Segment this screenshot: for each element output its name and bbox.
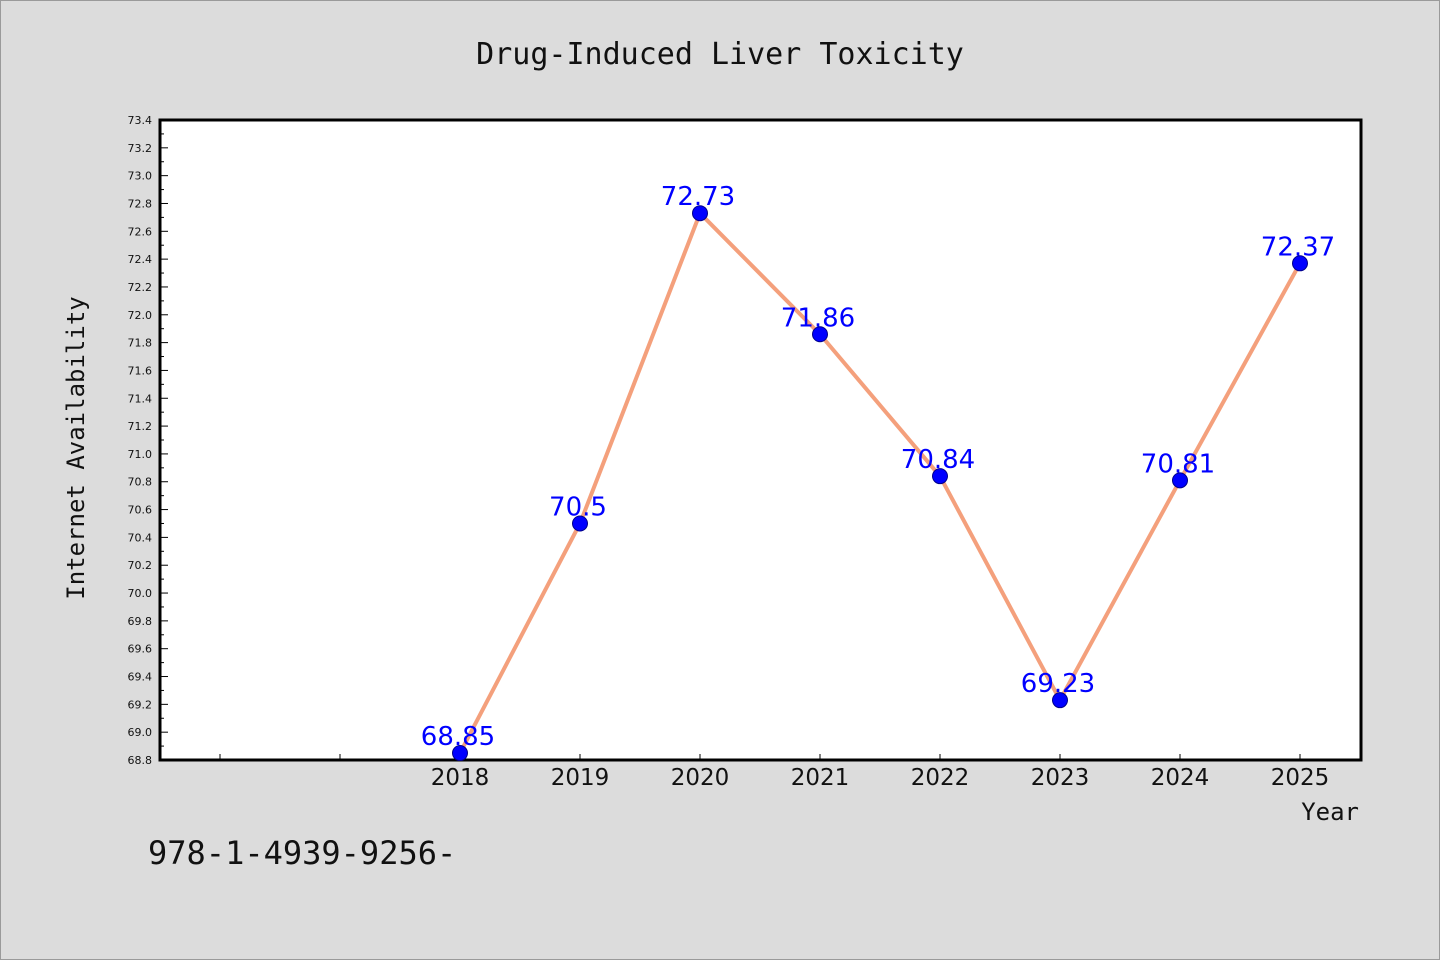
x-tick-label: 2019 — [551, 765, 610, 791]
y-tick-label: 69.4 — [128, 671, 153, 684]
data-point — [572, 515, 588, 532]
data-label: 69.23 — [1021, 669, 1095, 699]
y-axis: 68.8 69.0 69.2 69.4 69.6 69.8 70.0 70.2 70.4 70.6… — [128, 114, 168, 767]
data-label: 71.86 — [781, 303, 855, 333]
data-point — [1052, 692, 1068, 709]
data-label: 70.5 — [549, 492, 607, 522]
x-tick-label: 2022 — [911, 765, 970, 791]
footer-identifier: 978-1-4939-9256- — [148, 834, 456, 872]
x-tick-label: 2021 — [791, 765, 850, 791]
y-tick-label: 70.4 — [128, 531, 153, 544]
y-tick-label: 71.8 — [128, 337, 153, 350]
data-label: 70.84 — [901, 445, 975, 475]
data-labels: 68.85 70.5 72.73 71.86 70.84 69.23 70.81 72.37 — [421, 182, 1335, 752]
y-tick-label: 72.2 — [128, 281, 153, 294]
data-label: 68.85 — [421, 722, 495, 752]
x-tick-label: 2018 — [431, 765, 490, 791]
y-tick-label: 73.0 — [128, 170, 153, 183]
x-tick-label: 2025 — [1271, 765, 1330, 791]
x-tick-label: 2024 — [1151, 765, 1210, 791]
data-point — [452, 745, 468, 762]
x-axis: 2018 2019 2020 2021 2022 2023 2024 2025 — [219, 754, 1330, 791]
data-point — [692, 205, 708, 222]
data-label: 72.73 — [661, 182, 735, 212]
y-tick-label: 68.8 — [128, 754, 153, 767]
series-line — [458, 211, 1302, 754]
y-tick-label: 73.2 — [128, 142, 153, 155]
y-tick-label: 69.2 — [128, 698, 153, 711]
y-tick-label: 71.0 — [128, 448, 153, 461]
data-point — [1292, 255, 1308, 272]
y-tick-label: 71.6 — [128, 364, 153, 377]
x-tick-label: 2023 — [1031, 765, 1090, 791]
data-label: 72.37 — [1261, 232, 1335, 262]
series-line-group — [452, 205, 1308, 762]
y-tick-label: 71.4 — [128, 392, 153, 405]
chart-title: Drug-Induced Liver Toxicity — [476, 37, 964, 72]
x-tick-label: 2020 — [671, 765, 730, 791]
y-tick-label: 70.0 — [128, 587, 153, 600]
y-tick-label: 73.4 — [128, 114, 153, 127]
data-point — [1172, 472, 1188, 489]
x-axis-title: Year — [1301, 798, 1359, 826]
y-tick-label: 70.6 — [128, 504, 153, 517]
y-tick-label: 70.8 — [128, 476, 153, 489]
y-tick-label: 72.8 — [128, 197, 153, 210]
y-tick-label: 69.0 — [128, 726, 153, 739]
y-tick-label: 69.8 — [128, 615, 153, 628]
y-tick-label: 72.4 — [128, 253, 153, 266]
y-tick-label: 72.0 — [128, 309, 153, 322]
y-tick-label: 71.2 — [128, 420, 153, 433]
y-tick-label: 70.2 — [128, 559, 153, 572]
data-point — [932, 468, 948, 485]
data-point — [812, 326, 828, 343]
y-tick-label: 72.6 — [128, 225, 153, 238]
plot-area — [158, 118, 1363, 762]
y-tick-label: 69.6 — [128, 643, 153, 656]
y-axis-title: Internet Availability — [62, 296, 90, 599]
data-label: 70.81 — [1141, 449, 1215, 479]
